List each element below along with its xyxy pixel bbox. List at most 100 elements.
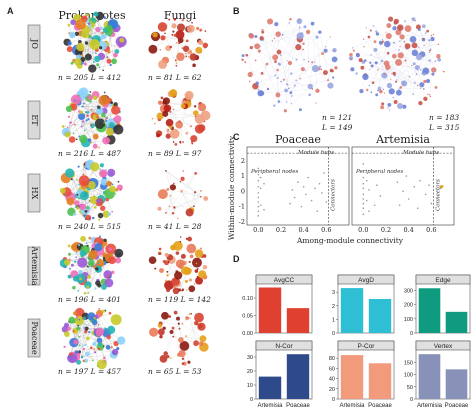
network-node [422, 88, 425, 90]
network-node [383, 73, 386, 76]
network-node [377, 89, 379, 92]
network-node [185, 131, 189, 135]
network-node [105, 127, 114, 136]
network-edge [307, 31, 309, 62]
network-node [434, 60, 437, 62]
network-edge [73, 321, 83, 347]
network-node [307, 83, 313, 90]
network-node [385, 31, 387, 33]
network-node [418, 101, 423, 106]
network-node [419, 82, 425, 88]
network-node [373, 40, 377, 44]
scatter-point [402, 190, 404, 193]
network-node [70, 94, 82, 105]
network-node [93, 11, 99, 17]
network-node [393, 100, 398, 104]
network-node [382, 40, 385, 43]
network-node [179, 240, 182, 243]
network-node [180, 103, 186, 109]
network-node [179, 260, 186, 266]
network-node [401, 80, 408, 87]
network-node [113, 124, 124, 135]
network-node [79, 110, 84, 114]
prokaryote-network [61, 87, 124, 149]
l-value: 515 [107, 222, 122, 231]
network-node [156, 133, 160, 138]
network-node [352, 47, 354, 49]
network-node [414, 20, 417, 22]
network-node [411, 64, 413, 67]
network-node [69, 267, 71, 270]
scatter-point [323, 172, 325, 174]
network-node [76, 42, 85, 52]
network-node [178, 42, 180, 45]
scatter-point [362, 182, 365, 185]
network-node [160, 96, 164, 100]
network-node [96, 63, 100, 67]
scatter-point [362, 198, 365, 200]
network-node [169, 45, 172, 49]
network-node [276, 68, 279, 72]
network-node [76, 326, 81, 331]
network-edge [277, 31, 309, 71]
row-label-box [27, 24, 41, 64]
network-edge [279, 19, 300, 65]
network-node [77, 257, 88, 268]
network-node [74, 206, 77, 208]
network-node [302, 48, 304, 51]
network-node [377, 68, 379, 71]
network-node [434, 85, 438, 89]
scatter-point [368, 189, 370, 191]
network-node [398, 88, 400, 90]
scatter-point [325, 201, 328, 203]
network-node [254, 35, 258, 39]
network-node [154, 267, 157, 270]
network-edge [261, 62, 313, 94]
network-node [184, 335, 188, 338]
network-node [175, 42, 178, 44]
network-node [281, 33, 284, 36]
network-edge [269, 21, 299, 48]
network-node [186, 243, 197, 254]
network-node [202, 254, 207, 258]
x-category-label: Poaceae [445, 403, 469, 409]
network-edge [81, 101, 101, 127]
network-node [380, 59, 384, 63]
network-node [105, 344, 111, 350]
network-node [310, 21, 315, 26]
network-node [103, 356, 106, 360]
n-label: n = [58, 367, 74, 376]
network-node [111, 105, 121, 115]
network-node [90, 141, 93, 144]
network-node [68, 352, 73, 356]
network-node [86, 285, 90, 289]
network-node [297, 43, 299, 46]
network-node [409, 35, 417, 43]
network-edge [182, 317, 200, 364]
network-node [295, 44, 302, 51]
network-node [86, 244, 89, 247]
network-node [363, 38, 365, 40]
network-node [164, 212, 167, 214]
network-node [189, 317, 191, 320]
network-node [180, 189, 183, 193]
network-edge [285, 72, 326, 111]
network-node [412, 62, 416, 66]
network-node [428, 39, 431, 42]
scatter-point [430, 202, 433, 205]
network-node [188, 313, 191, 315]
network-row: HXn = 240 L = 515 n = 41 L = 28 [27, 159, 209, 231]
network-node [249, 45, 253, 50]
prokaryote-network [63, 11, 127, 73]
n-label: n = [58, 149, 74, 158]
panel-letter-a: A [7, 6, 14, 16]
network-node [115, 257, 122, 264]
network-node [66, 197, 75, 206]
network-node [81, 30, 90, 39]
row-label-box [27, 246, 41, 286]
y-tick-label: -1 [239, 203, 245, 211]
n-label: n = [148, 295, 164, 304]
scatter-point [289, 202, 291, 205]
